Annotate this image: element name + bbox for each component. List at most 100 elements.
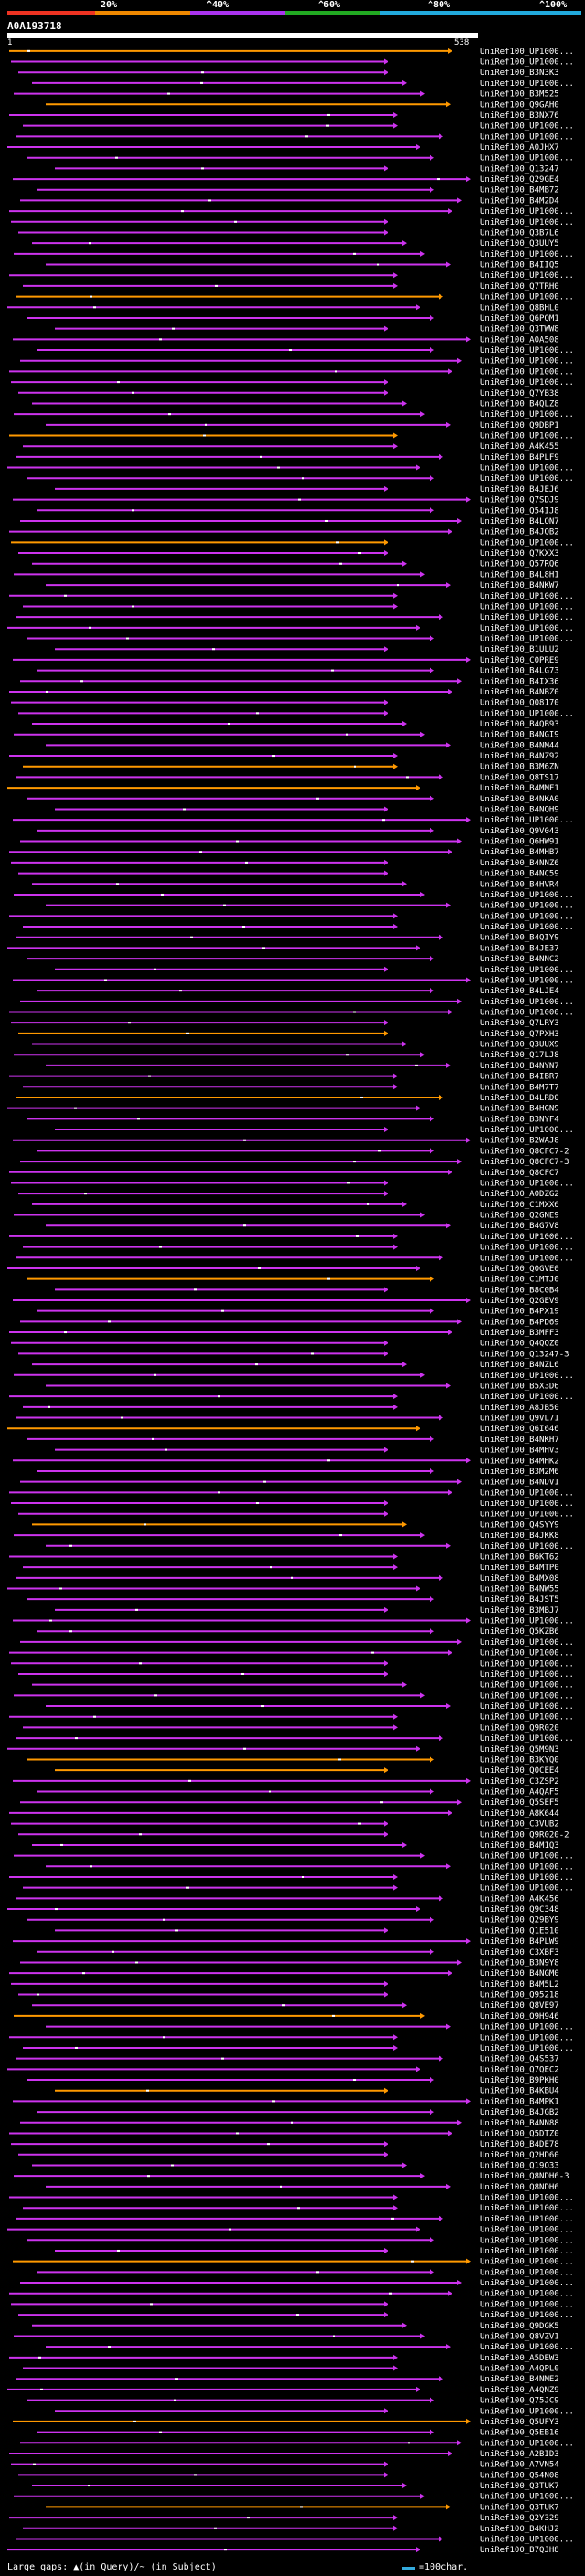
hit-label[interactable]: UniRef100_C1MXX6 <box>480 1201 559 1210</box>
hit-label[interactable]: UniRef100_B4MHK2 <box>480 1457 559 1466</box>
hit-label[interactable]: UniRef100_B2WAJ8 <box>480 1137 559 1146</box>
hit-label[interactable]: UniRef100_B4JE37 <box>480 944 559 953</box>
hit-label[interactable]: UniRef100_Q75JC9 <box>480 2397 559 2406</box>
hit-label[interactable]: UniRef100_Q4SYY9 <box>480 1521 559 1530</box>
hit-label[interactable]: UniRef100_UP1000... <box>480 2290 574 2299</box>
hit-label[interactable]: UniRef100_UP1000... <box>480 2044 574 2053</box>
hit-label[interactable]: UniRef100_Q3UUY5 <box>480 239 559 249</box>
hit-label[interactable]: UniRef100_UP1000... <box>480 1254 574 1263</box>
hit-label[interactable]: UniRef100_UP1000... <box>480 2300 574 2309</box>
hit-label[interactable]: UniRef100_B4NKH7 <box>480 1436 559 1445</box>
hit-label[interactable]: UniRef100_B4LON7 <box>480 517 559 526</box>
hit-label[interactable]: UniRef100_UP1000... <box>480 2535 574 2544</box>
hit-label[interactable]: UniRef100_A5DEW3 <box>480 2354 559 2363</box>
hit-label[interactable]: UniRef100_B4JEJ6 <box>480 485 559 494</box>
hit-label[interactable]: UniRef100_B4NW55 <box>480 1585 559 1594</box>
hit-label[interactable]: UniRef100_B4M2D4 <box>480 196 559 206</box>
hit-label[interactable]: UniRef100_UP1000... <box>480 1702 574 1712</box>
hit-label[interactable]: UniRef100_Q8NDH6-3 <box>480 2172 569 2181</box>
hit-label[interactable]: UniRef100_UP1000... <box>480 1713 574 1723</box>
hit-label[interactable]: UniRef100_UP1000... <box>480 2268 574 2277</box>
hit-label[interactable]: UniRef100_Q2Y329 <box>480 2514 559 2523</box>
hit-label[interactable]: UniRef100_UP1000... <box>480 902 574 911</box>
hit-label[interactable]: UniRef100_B4HVR4 <box>480 880 559 889</box>
hit-label[interactable]: UniRef100_C1MTJ0 <box>480 1276 559 1285</box>
hit-label[interactable]: UniRef100_B4NKW7 <box>480 581 559 590</box>
hit-label[interactable]: UniRef100_Q08170 <box>480 699 559 708</box>
hit-label[interactable]: UniRef100_C3ZSP2 <box>480 1777 559 1786</box>
hit-label[interactable]: UniRef100_UP1000... <box>480 1617 574 1627</box>
hit-label[interactable]: UniRef100_UP1000... <box>480 1372 574 1381</box>
hit-label[interactable]: UniRef100_B4NGI9 <box>480 731 559 740</box>
hit-label[interactable]: UniRef100_UP1000... <box>480 613 574 622</box>
hit-label[interactable]: UniRef100_B4M5L2 <box>480 1980 559 1989</box>
hit-label[interactable]: UniRef100_Q7LRY3 <box>480 1019 559 1028</box>
hit-label[interactable]: UniRef100_C3VUB2 <box>480 1820 559 1829</box>
hit-label[interactable]: UniRef100_Q9R020-2 <box>480 1830 569 1839</box>
hit-label[interactable]: UniRef100_UP1000... <box>480 154 574 164</box>
hit-label[interactable]: UniRef100_Q8VZV1 <box>480 2332 559 2341</box>
hit-label[interactable]: UniRef100_UP1000... <box>480 1233 574 1242</box>
hit-label[interactable]: UniRef100_UP1000... <box>480 271 574 281</box>
hit-label[interactable]: UniRef100_B4IBR7 <box>480 1073 559 1082</box>
hit-label[interactable]: UniRef100_B5X3D6 <box>480 1382 559 1391</box>
hit-label[interactable]: UniRef100_Q5UFY3 <box>480 2418 559 2427</box>
hit-label[interactable]: UniRef100_B3N3K3 <box>480 69 559 78</box>
hit-label[interactable]: UniRef100_UP1000... <box>480 624 574 633</box>
hit-label[interactable]: UniRef100_UP1000... <box>480 474 574 483</box>
hit-label[interactable]: UniRef100_UP1000... <box>480 2194 574 2203</box>
hit-label[interactable]: UniRef100_UP1000... <box>480 1009 574 1018</box>
hit-label[interactable]: UniRef100_B4NYN7 <box>480 1062 559 1071</box>
hit-label[interactable]: UniRef100_B4PD69 <box>480 1318 559 1327</box>
hit-label[interactable]: UniRef100_UP1000... <box>480 80 574 89</box>
hit-label[interactable]: UniRef100_Q3UUX9 <box>480 1041 559 1050</box>
hit-label[interactable]: UniRef100_UP1000... <box>480 891 574 900</box>
hit-label[interactable]: UniRef100_UP1000... <box>480 2236 574 2245</box>
hit-label[interactable]: UniRef100_UP1000... <box>480 1659 574 1669</box>
hit-label[interactable]: UniRef100_UP1000... <box>480 1649 574 1659</box>
hit-label[interactable]: UniRef100_UP1000... <box>480 58 574 68</box>
hit-label[interactable]: UniRef100_B4L8H1 <box>480 570 559 579</box>
hit-label[interactable]: UniRef100_UP1000... <box>480 378 574 387</box>
hit-label[interactable]: UniRef100_Q7TRH0 <box>480 282 559 292</box>
hit-label[interactable]: UniRef100_B4NC59 <box>480 870 559 879</box>
hit-label[interactable]: UniRef100_UP1000... <box>480 1734 574 1744</box>
hit-label[interactable]: UniRef100_Q19Q33 <box>480 2161 559 2170</box>
hit-label[interactable]: UniRef100_B4IIQ5 <box>480 261 559 270</box>
hit-label[interactable]: UniRef100_UP1000... <box>480 976 574 985</box>
hit-label[interactable]: UniRef100_UP1000... <box>480 410 574 419</box>
hit-label[interactable]: UniRef100_UP1000... <box>480 2258 574 2267</box>
hit-label[interactable]: UniRef100_Q1E510 <box>480 1926 559 1935</box>
hit-label[interactable]: UniRef100_UP1000... <box>480 250 574 260</box>
hit-label[interactable]: UniRef100_Q8CFC7-2 <box>480 1147 569 1156</box>
hit-label[interactable]: UniRef100_UP1000... <box>480 2215 574 2224</box>
hit-label[interactable]: UniRef100_UP1000... <box>480 1393 574 1402</box>
hit-label[interactable]: UniRef100_B4NZ92 <box>480 752 559 761</box>
hit-label[interactable]: UniRef100_UP1000... <box>480 2311 574 2320</box>
hit-label[interactable]: UniRef100_B4DE78 <box>480 2140 559 2149</box>
hit-label[interactable]: UniRef100_Q8BHL0 <box>480 303 559 313</box>
hit-label[interactable]: UniRef100_B4JGB2 <box>480 2108 559 2117</box>
hit-label[interactable]: UniRef100_UP1000... <box>480 998 574 1007</box>
hit-label[interactable]: UniRef100_Q9R020 <box>480 1723 559 1733</box>
hit-label[interactable]: UniRef100_B4NNZ6 <box>480 859 559 868</box>
hit-label[interactable]: UniRef100_UP1000... <box>480 1179 574 1188</box>
hit-label[interactable]: UniRef100_C3XBF3 <box>480 1948 559 1957</box>
hit-label[interactable]: UniRef100_B4NNC2 <box>480 955 559 964</box>
hit-label[interactable]: UniRef100_Q8VE97 <box>480 2001 559 2010</box>
hit-label[interactable]: UniRef100_B3NYF4 <box>480 1115 559 1124</box>
hit-label[interactable]: UniRef100_UP1000... <box>480 218 574 228</box>
hit-label[interactable]: UniRef100_Q29GE4 <box>480 175 559 185</box>
hit-label[interactable]: UniRef100_UP1000... <box>480 48 574 57</box>
hit-label[interactable]: UniRef100_B4LRD0 <box>480 1094 559 1103</box>
hit-label[interactable]: UniRef100_UP1000... <box>480 2407 574 2416</box>
hit-label[interactable]: UniRef100_B4KHJ2 <box>480 2525 559 2534</box>
hit-label[interactable]: UniRef100_B6KT62 <box>480 1553 559 1562</box>
hit-label[interactable]: UniRef100_A0DZG2 <box>480 1190 559 1199</box>
hit-label[interactable]: UniRef100_B1ULU2 <box>480 645 559 654</box>
hit-label[interactable]: UniRef100_UP1000... <box>480 1862 574 1871</box>
hit-label[interactable]: UniRef100_Q9V043 <box>480 827 559 836</box>
hit-label[interactable]: UniRef100_A4QAF5 <box>480 1788 559 1797</box>
hit-label[interactable]: UniRef100_B4MTP0 <box>480 1564 559 1573</box>
hit-label[interactable]: UniRef100_B4NKA0 <box>480 795 559 804</box>
